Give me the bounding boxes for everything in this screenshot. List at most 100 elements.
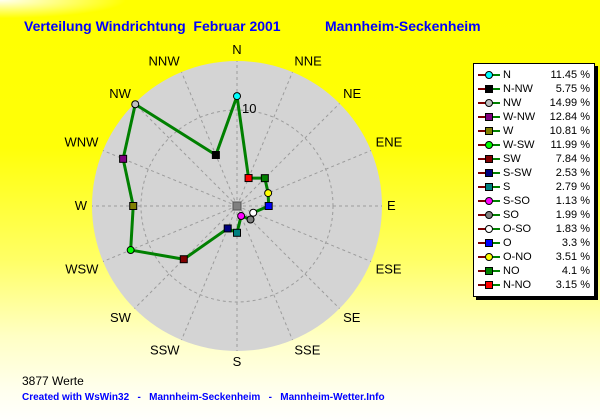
S-SO-marker-icon bbox=[485, 197, 493, 205]
legend-value: 2.79 % bbox=[555, 181, 590, 193]
legend-label: SO bbox=[503, 209, 519, 221]
data-marker-W-SW bbox=[126, 246, 135, 255]
legend-value: 2.53 % bbox=[555, 167, 590, 179]
grid-spoke bbox=[134, 103, 238, 207]
data-marker-W bbox=[129, 202, 138, 210]
W-marker-icon bbox=[485, 127, 493, 135]
axis-label-WSW: WSW bbox=[65, 261, 99, 276]
legend-label: S-SO bbox=[503, 195, 530, 207]
legend-label: O-SO bbox=[503, 223, 532, 235]
legend-value: 3.51 % bbox=[555, 251, 590, 263]
legend-label: S bbox=[503, 181, 511, 193]
legend-row-S: S 2.79 % bbox=[478, 180, 590, 194]
legend-key-S-SO bbox=[478, 197, 500, 205]
legend-key-SO bbox=[478, 211, 500, 219]
legend-key-W bbox=[478, 127, 500, 135]
axis-label-NNE: NNE bbox=[294, 53, 322, 68]
legend-label: NW bbox=[503, 97, 522, 109]
grid-ring-10 bbox=[140, 109, 334, 303]
data-marker-SW bbox=[179, 255, 188, 264]
chart-title: Verteilung Windrichtung Februar 2001 bbox=[24, 18, 281, 34]
axis-label-ESE: ESE bbox=[376, 261, 402, 276]
axis-label-SSW: SSW bbox=[150, 343, 180, 358]
legend-key-NO bbox=[478, 267, 500, 275]
legend-key-S-SW bbox=[478, 169, 500, 177]
data-marker-NW bbox=[131, 100, 140, 109]
legend-row-O-SO: O-SO 1.83 % bbox=[478, 222, 590, 236]
data-marker-N bbox=[233, 92, 241, 101]
data-marker-S bbox=[233, 228, 241, 237]
W-NW-marker-icon bbox=[485, 113, 493, 121]
axis-label-SSE: SSE bbox=[294, 343, 320, 358]
axis-label-WNW: WNW bbox=[64, 135, 99, 150]
SO-marker-icon bbox=[485, 211, 493, 219]
legend-key-N-NO bbox=[478, 281, 500, 289]
grid-spoke bbox=[236, 150, 372, 207]
data-marker-W-NW bbox=[119, 154, 128, 163]
data-marker-N-NO bbox=[244, 174, 253, 183]
legend-label: NO bbox=[503, 265, 520, 277]
legend-value: 4.1 % bbox=[561, 265, 590, 277]
axis-label-W: W bbox=[75, 198, 88, 213]
legend-value: 12.84 % bbox=[549, 111, 590, 123]
grid-spoke bbox=[236, 205, 340, 309]
axis-label-NW: NW bbox=[109, 86, 131, 101]
legend-key-O bbox=[478, 239, 500, 247]
legend-row-N-NO: N-NO 3.15 % bbox=[478, 278, 590, 292]
N-NW-marker-icon bbox=[485, 85, 493, 93]
N-NO-marker-icon bbox=[485, 281, 493, 289]
grid-spoke bbox=[181, 71, 238, 207]
legend-label: O bbox=[503, 237, 512, 249]
legend-label: O-NO bbox=[503, 251, 532, 263]
legend-label: W-SW bbox=[503, 139, 535, 151]
legend-row-SW: SW 7.84 % bbox=[478, 152, 590, 166]
legend-row-W-NW: W-NW 12.84 % bbox=[478, 110, 590, 124]
legend-row-S-SO: S-SO 1.13 % bbox=[478, 194, 590, 208]
grid-spoke bbox=[102, 205, 238, 262]
data-marker-NO bbox=[260, 174, 269, 183]
legend-label: N-NO bbox=[503, 279, 532, 291]
S-marker-icon bbox=[485, 183, 493, 191]
legend-row-O-NO: O-NO 3.51 % bbox=[478, 250, 590, 264]
legend-row-SO: SO 1.99 % bbox=[478, 208, 590, 222]
legend-box: N 11.45 % N-NW 5.75 % NW 14.99 % W-NW 12.84 % W 1… bbox=[473, 63, 595, 297]
legend-value: 1.13 % bbox=[555, 195, 590, 207]
grid-spoke bbox=[236, 205, 293, 341]
O-NO-marker-icon bbox=[485, 253, 493, 261]
legend-row-W: W 10.81 % bbox=[478, 124, 590, 138]
data-marker-S-SW bbox=[223, 224, 232, 233]
legend-value: 1.99 % bbox=[555, 209, 590, 221]
legend-key-W-NW bbox=[478, 113, 500, 121]
legend-row-NW: NW 14.99 % bbox=[478, 96, 590, 110]
data-marker-S-SO bbox=[237, 212, 246, 221]
axis-label-S: S bbox=[233, 354, 242, 369]
legend-value: 3.3 % bbox=[561, 237, 590, 249]
data-marker-SO bbox=[246, 215, 255, 224]
axis-label-SW: SW bbox=[110, 310, 132, 325]
axis-label-NE: NE bbox=[343, 86, 361, 101]
W-SW-marker-icon bbox=[485, 141, 493, 149]
legend-value: 5.75 % bbox=[555, 83, 590, 95]
legend-row-N-NW: N-NW 5.75 % bbox=[478, 82, 590, 96]
legend-row-W-SW: W-SW 11.99 % bbox=[478, 138, 590, 152]
legend-value: 1.83 % bbox=[555, 223, 590, 235]
axis-label-ENE: ENE bbox=[376, 135, 403, 150]
legend-label: W-NW bbox=[503, 111, 536, 123]
legend-label: N bbox=[503, 69, 511, 81]
legend-value: 7.84 % bbox=[555, 153, 590, 165]
legend-value: 11.99 % bbox=[550, 139, 590, 151]
grid-spoke bbox=[236, 71, 293, 207]
legend-key-W-SW bbox=[478, 141, 500, 149]
legend-key-NW bbox=[478, 99, 500, 107]
NO-marker-icon bbox=[485, 267, 493, 275]
legend-key-N-NW bbox=[478, 85, 500, 93]
center-marker bbox=[232, 201, 242, 211]
data-marker-O-NO bbox=[264, 189, 273, 198]
legend-row-O: O 3.3 % bbox=[478, 236, 590, 250]
legend-label: N-NW bbox=[503, 83, 533, 95]
N-marker-icon bbox=[485, 71, 493, 79]
legend-key-S bbox=[478, 183, 500, 191]
data-marker-O-SO bbox=[249, 208, 258, 217]
